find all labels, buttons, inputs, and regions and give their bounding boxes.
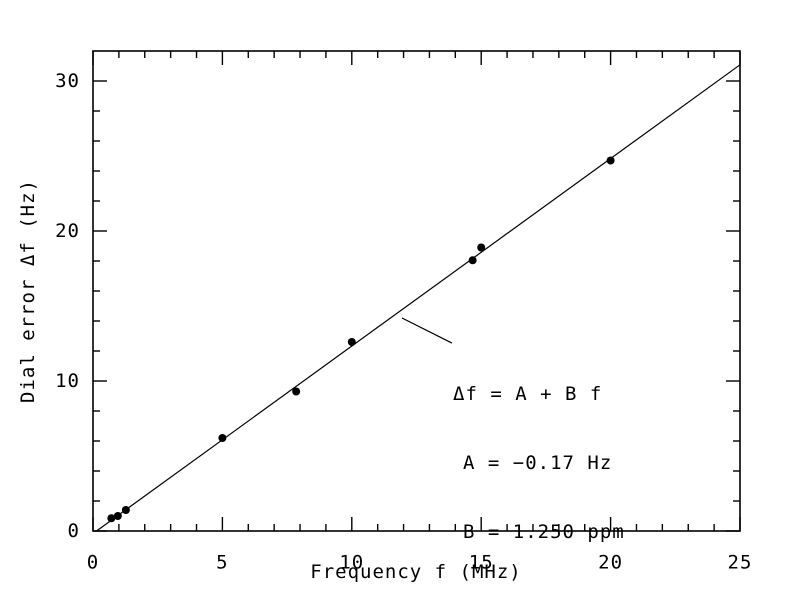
y-axis-title: Dial error Δf (Hz) xyxy=(17,179,39,403)
data-point xyxy=(468,256,477,265)
data-point xyxy=(292,387,301,396)
x-axis-title: Frequency f (MHz) xyxy=(310,561,522,583)
y-tick-label: 30 xyxy=(55,70,80,92)
annotation-leader-line xyxy=(401,317,453,344)
data-point xyxy=(347,338,356,346)
data-point xyxy=(477,243,486,252)
x-tick-label: 20 xyxy=(598,552,623,574)
fit-equation-annotation: Δf = A + B f A = −0.17 Hz B = 1.250 ppm xyxy=(453,337,625,590)
fit-intercept-line: A = −0.17 Hz xyxy=(463,452,613,474)
x-tick-label: 5 xyxy=(216,552,228,574)
x-tick-label: 0 xyxy=(87,552,99,574)
x-tick-label: 10 xyxy=(339,552,364,574)
x-tick-label: 15 xyxy=(469,552,494,574)
plot-frame xyxy=(92,50,741,532)
data-point xyxy=(121,506,130,514)
fit-equation-line: Δf = A + B f xyxy=(453,383,603,405)
fit-line xyxy=(96,64,741,532)
y-tick-label: 20 xyxy=(55,220,80,242)
y-tick-label: 0 xyxy=(68,520,80,542)
x-tick-label: 25 xyxy=(728,552,753,574)
y-tick-label: 10 xyxy=(55,370,80,392)
data-point xyxy=(113,512,122,520)
fit-slope-line: B = 1.250 ppm xyxy=(463,521,625,543)
data-point xyxy=(107,514,116,523)
data-point xyxy=(606,156,615,165)
data-point xyxy=(218,434,227,442)
